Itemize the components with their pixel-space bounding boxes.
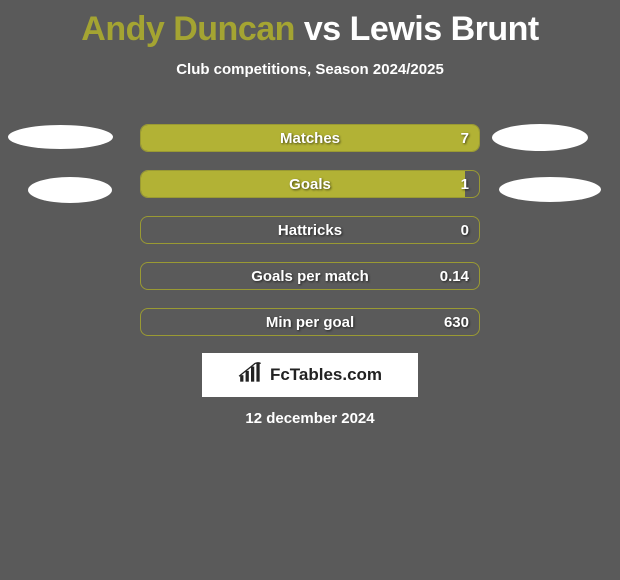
decorative-ellipse-right-1 bbox=[492, 124, 588, 151]
stats-chart: Matches 7 Goals 1 Hattricks 0 Goals per … bbox=[140, 124, 480, 354]
decorative-ellipse-right-2 bbox=[499, 177, 601, 202]
stat-value: 630 bbox=[444, 309, 469, 335]
decorative-ellipse-left-2 bbox=[28, 177, 112, 203]
stat-label: Hattricks bbox=[141, 217, 479, 243]
stat-label: Goals bbox=[141, 171, 479, 197]
page-title: Andy Duncan vs Lewis Brunt bbox=[0, 0, 620, 49]
stat-value: 0 bbox=[461, 217, 469, 243]
bar-chart-icon bbox=[238, 362, 264, 389]
stat-label: Matches bbox=[141, 125, 479, 151]
decorative-ellipse-left-1 bbox=[8, 125, 113, 149]
stat-row-hattricks: Hattricks 0 bbox=[140, 216, 480, 244]
stat-value: 7 bbox=[461, 125, 469, 151]
stat-row-min-per-goal: Min per goal 630 bbox=[140, 308, 480, 336]
stat-value: 0.14 bbox=[440, 263, 469, 289]
vs-text: vs bbox=[304, 10, 341, 48]
stat-label: Goals per match bbox=[141, 263, 479, 289]
stat-value: 1 bbox=[461, 171, 469, 197]
stat-row-goals-per-match: Goals per match 0.14 bbox=[140, 262, 480, 290]
player2-name: Lewis Brunt bbox=[350, 10, 539, 48]
logo-text: FcTables.com bbox=[270, 365, 382, 385]
date-text: 12 december 2024 bbox=[0, 410, 620, 427]
stat-label: Min per goal bbox=[141, 309, 479, 335]
player1-name: Andy Duncan bbox=[81, 10, 295, 48]
stat-row-goals: Goals 1 bbox=[140, 170, 480, 198]
stat-row-matches: Matches 7 bbox=[140, 124, 480, 152]
logo-box: FcTables.com bbox=[202, 353, 418, 397]
subtitle: Club competitions, Season 2024/2025 bbox=[0, 61, 620, 78]
